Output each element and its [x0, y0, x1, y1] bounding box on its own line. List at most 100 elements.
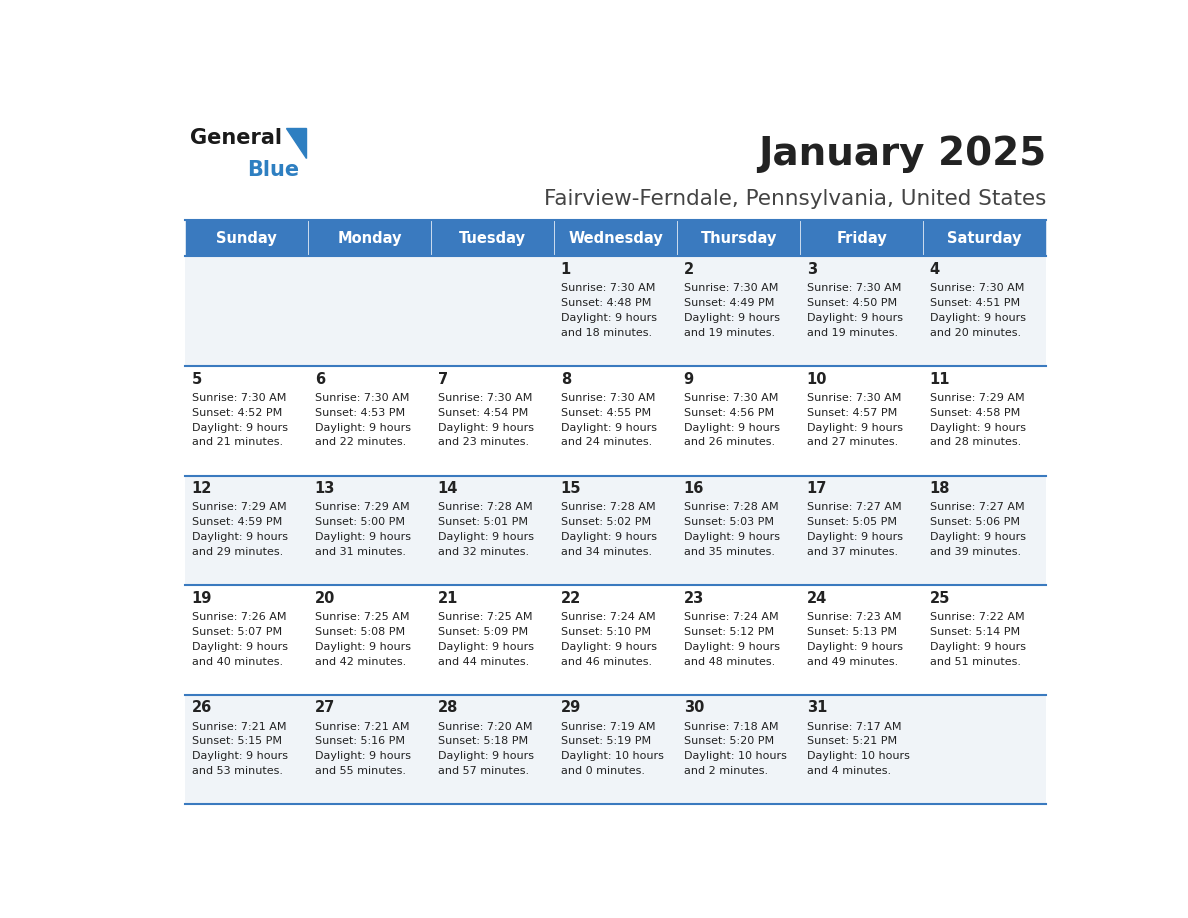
Text: 30: 30 [683, 700, 704, 715]
Text: Sunrise: 7:29 AM: Sunrise: 7:29 AM [315, 502, 410, 512]
Text: Daylight: 9 hours: Daylight: 9 hours [807, 532, 903, 543]
Bar [923, 695, 1047, 804]
Text: and 31 minutes.: and 31 minutes. [315, 547, 406, 557]
Text: and 20 minutes.: and 20 minutes. [930, 328, 1020, 338]
Text: Daylight: 9 hours: Daylight: 9 hours [561, 313, 657, 323]
Bar [431, 585, 555, 695]
Text: 5: 5 [191, 372, 202, 386]
Text: and 34 minutes.: and 34 minutes. [561, 547, 652, 557]
Text: Sunrise: 7:28 AM: Sunrise: 7:28 AM [683, 502, 778, 512]
Text: Blue: Blue [247, 160, 299, 180]
Text: Daylight: 9 hours: Daylight: 9 hours [315, 422, 411, 432]
Text: Daylight: 9 hours: Daylight: 9 hours [807, 642, 903, 652]
Text: 27: 27 [315, 700, 335, 715]
Text: and 24 minutes.: and 24 minutes. [561, 438, 652, 447]
Text: 18: 18 [930, 481, 950, 497]
Text: Sunset: 4:53 PM: Sunset: 4:53 PM [315, 408, 405, 418]
Text: 23: 23 [683, 591, 704, 606]
Text: 2: 2 [683, 263, 694, 277]
Bar [677, 256, 801, 366]
Text: 6: 6 [315, 372, 324, 386]
Text: 13: 13 [315, 481, 335, 497]
Bar [555, 585, 677, 695]
Text: and 42 minutes.: and 42 minutes. [315, 656, 406, 666]
Text: 25: 25 [930, 591, 950, 606]
Bar [923, 476, 1047, 585]
Bar [431, 219, 555, 256]
Text: 7: 7 [437, 372, 448, 386]
Text: Sunset: 4:50 PM: Sunset: 4:50 PM [807, 298, 897, 308]
Text: 19: 19 [191, 591, 213, 606]
Text: and 32 minutes.: and 32 minutes. [437, 547, 529, 557]
Text: Sunrise: 7:25 AM: Sunrise: 7:25 AM [315, 612, 409, 622]
Text: Sunset: 5:20 PM: Sunset: 5:20 PM [683, 736, 773, 746]
Text: and 22 minutes.: and 22 minutes. [315, 438, 406, 447]
Text: Sunset: 4:56 PM: Sunset: 4:56 PM [683, 408, 773, 418]
Text: 3: 3 [807, 263, 817, 277]
Text: Daylight: 9 hours: Daylight: 9 hours [191, 642, 287, 652]
Text: and 37 minutes.: and 37 minutes. [807, 547, 898, 557]
Text: and 28 minutes.: and 28 minutes. [930, 438, 1020, 447]
Text: Monday: Monday [337, 230, 402, 246]
Bar [185, 695, 309, 804]
Text: 9: 9 [683, 372, 694, 386]
Text: Sunset: 4:59 PM: Sunset: 4:59 PM [191, 518, 282, 527]
Text: Sunrise: 7:27 AM: Sunrise: 7:27 AM [930, 502, 1024, 512]
Text: and 57 minutes.: and 57 minutes. [437, 767, 529, 776]
Text: and 18 minutes.: and 18 minutes. [561, 328, 652, 338]
Text: 20: 20 [315, 591, 335, 606]
Text: Sunrise: 7:30 AM: Sunrise: 7:30 AM [930, 284, 1024, 294]
Text: Sunset: 5:08 PM: Sunset: 5:08 PM [315, 627, 405, 637]
Bar [801, 219, 923, 256]
Bar [923, 256, 1047, 366]
Bar [801, 366, 923, 476]
Text: and 19 minutes.: and 19 minutes. [683, 328, 775, 338]
Text: Daylight: 9 hours: Daylight: 9 hours [930, 422, 1025, 432]
Text: Sunset: 5:21 PM: Sunset: 5:21 PM [807, 736, 897, 746]
Text: Daylight: 10 hours: Daylight: 10 hours [561, 751, 664, 761]
Text: Sunset: 5:03 PM: Sunset: 5:03 PM [683, 518, 773, 527]
Bar [309, 219, 431, 256]
Text: 17: 17 [807, 481, 827, 497]
Text: Sunset: 4:49 PM: Sunset: 4:49 PM [683, 298, 775, 308]
Text: Daylight: 9 hours: Daylight: 9 hours [561, 422, 657, 432]
Bar [555, 256, 677, 366]
Text: Sunrise: 7:22 AM: Sunrise: 7:22 AM [930, 612, 1024, 622]
Text: Sunset: 5:15 PM: Sunset: 5:15 PM [191, 736, 282, 746]
Text: Daylight: 9 hours: Daylight: 9 hours [437, 532, 533, 543]
Text: 31: 31 [807, 700, 827, 715]
Text: Sunset: 4:58 PM: Sunset: 4:58 PM [930, 408, 1020, 418]
Text: Daylight: 9 hours: Daylight: 9 hours [561, 642, 657, 652]
Bar [801, 256, 923, 366]
Text: 1: 1 [561, 263, 571, 277]
Bar [555, 695, 677, 804]
Text: Daylight: 9 hours: Daylight: 9 hours [683, 532, 779, 543]
Bar [923, 585, 1047, 695]
Text: Sunset: 4:57 PM: Sunset: 4:57 PM [807, 408, 897, 418]
Text: Sunrise: 7:29 AM: Sunrise: 7:29 AM [930, 393, 1024, 403]
Text: 14: 14 [437, 481, 459, 497]
Text: 24: 24 [807, 591, 827, 606]
Text: Sunrise: 7:17 AM: Sunrise: 7:17 AM [807, 722, 902, 732]
Bar [677, 366, 801, 476]
Text: Daylight: 9 hours: Daylight: 9 hours [930, 313, 1025, 323]
Text: Wednesday: Wednesday [568, 230, 663, 246]
Text: and 4 minutes.: and 4 minutes. [807, 767, 891, 776]
Text: Daylight: 9 hours: Daylight: 9 hours [315, 642, 411, 652]
Bar [309, 366, 431, 476]
Text: Daylight: 9 hours: Daylight: 9 hours [930, 532, 1025, 543]
Text: Sunrise: 7:30 AM: Sunrise: 7:30 AM [561, 393, 655, 403]
Text: Sunset: 5:12 PM: Sunset: 5:12 PM [683, 627, 773, 637]
Bar [185, 256, 309, 366]
Bar [309, 585, 431, 695]
Text: Sunset: 5:05 PM: Sunset: 5:05 PM [807, 518, 897, 527]
Text: Sunrise: 7:24 AM: Sunrise: 7:24 AM [561, 612, 656, 622]
Text: Daylight: 9 hours: Daylight: 9 hours [315, 751, 411, 761]
Text: Daylight: 9 hours: Daylight: 9 hours [191, 751, 287, 761]
Text: Sunrise: 7:30 AM: Sunrise: 7:30 AM [807, 393, 901, 403]
Text: and 19 minutes.: and 19 minutes. [807, 328, 898, 338]
Text: Sunrise: 7:30 AM: Sunrise: 7:30 AM [191, 393, 286, 403]
Text: 4: 4 [930, 263, 940, 277]
Text: Sunrise: 7:29 AM: Sunrise: 7:29 AM [191, 502, 286, 512]
Text: and 2 minutes.: and 2 minutes. [683, 767, 767, 776]
